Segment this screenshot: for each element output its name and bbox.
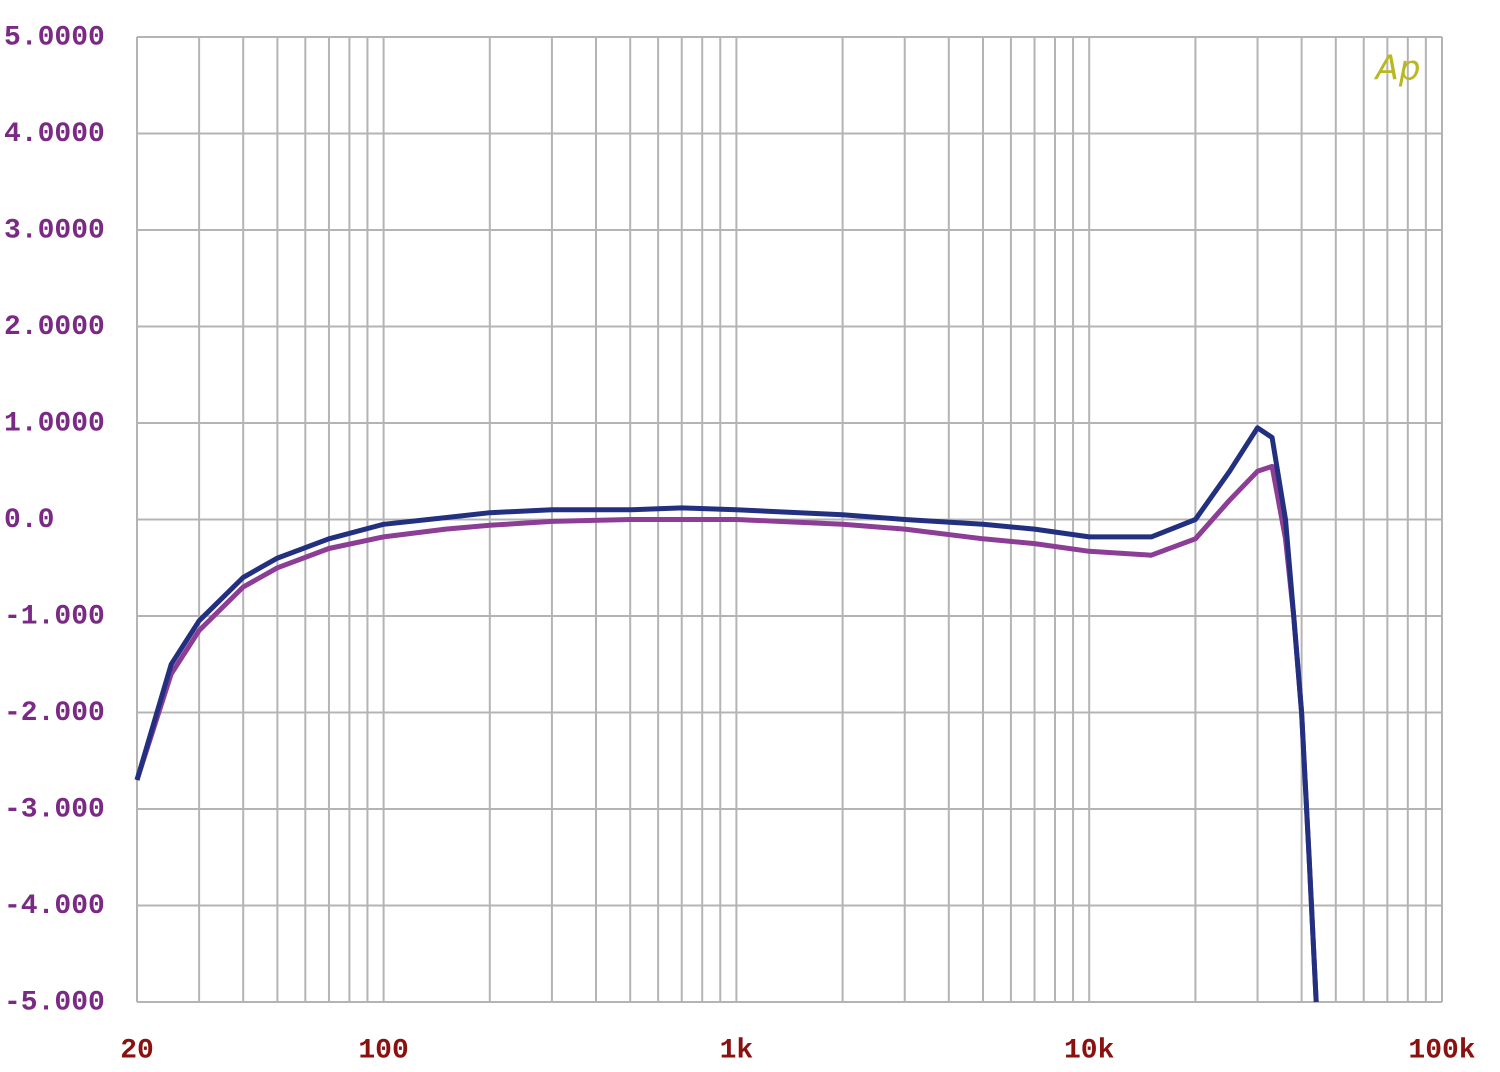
y-tick-label: 1.0000	[4, 408, 105, 439]
y-tick-label: -3.000	[4, 794, 105, 825]
x-tick-label: 100	[358, 1035, 408, 1066]
y-tick-label: -4.000	[4, 891, 105, 922]
y-tick-label: -1.000	[4, 601, 105, 632]
logo: Ap	[1374, 49, 1421, 89]
x-tick-label: 100k	[1408, 1035, 1475, 1066]
y-tick-label: 4.0000	[4, 119, 105, 150]
y-tick-label: 0.0	[4, 505, 54, 536]
y-tick-label: 5.0000	[4, 22, 105, 53]
y-tick-label: -5.000	[4, 987, 105, 1018]
y-tick-label: 2.0000	[4, 312, 105, 343]
x-tick-label: 10k	[1064, 1035, 1115, 1066]
y-tick-label: 3.0000	[4, 215, 105, 246]
y-tick-label: -2.000	[4, 698, 105, 729]
x-tick-label: 20	[120, 1035, 154, 1066]
series-line	[134, 463, 1319, 1003]
series-line	[134, 425, 1319, 1003]
x-tick-label: 1k	[720, 1035, 754, 1066]
